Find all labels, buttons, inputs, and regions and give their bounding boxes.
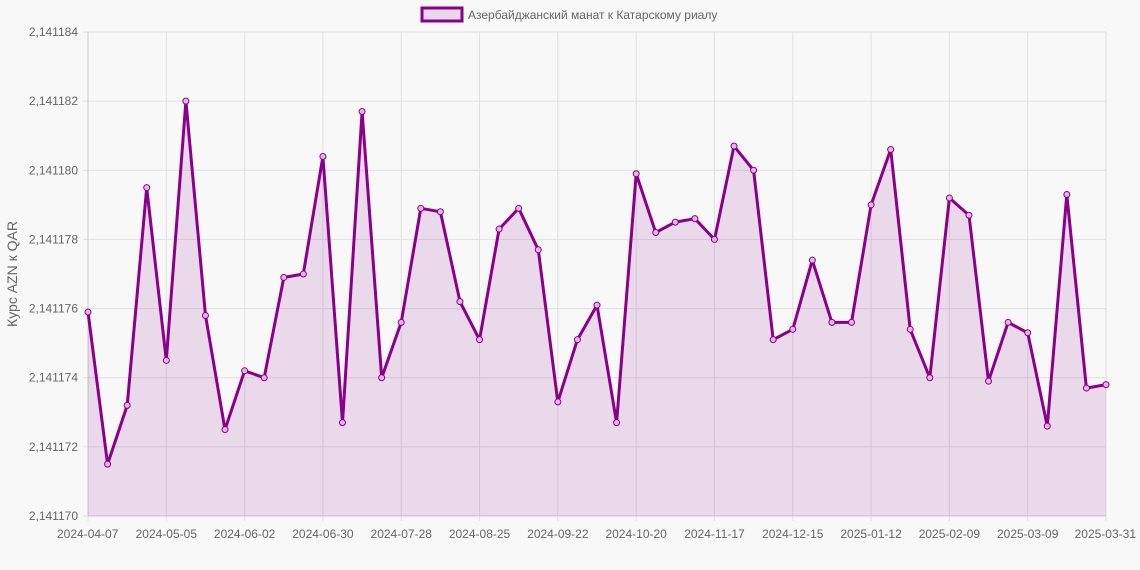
data-point[interactable] [730, 142, 738, 150]
y-tick-label: 2,141178 [29, 232, 78, 246]
x-tick-label: 2024-04-07 [57, 527, 119, 541]
data-point[interactable] [221, 426, 229, 434]
data-point[interactable] [808, 256, 816, 264]
x-tick-label: 2025-01-12 [840, 527, 902, 541]
data-point[interactable] [965, 211, 973, 219]
x-tick-label: 2024-06-02 [214, 527, 276, 541]
data-point[interactable] [476, 336, 484, 344]
data-point[interactable] [632, 170, 640, 178]
data-point[interactable] [828, 318, 836, 326]
data-point[interactable] [613, 419, 621, 427]
legend-swatch[interactable] [420, 6, 464, 23]
y-axis-title: Курс AZN к QAR [4, 221, 20, 327]
data-point[interactable] [593, 301, 601, 309]
x-tick-label: 2025-02-09 [919, 527, 981, 541]
data-point[interactable] [1043, 422, 1051, 430]
data-point[interactable] [319, 152, 327, 160]
data-point[interactable] [691, 215, 699, 223]
x-tick-label: 2024-11-17 [684, 527, 745, 541]
data-point[interactable] [926, 374, 934, 382]
x-tick-label: 2025-03-09 [997, 527, 1059, 541]
data-point[interactable] [867, 201, 875, 209]
data-point[interactable] [789, 325, 797, 333]
data-point[interactable] [906, 325, 914, 333]
data-points-layer [84, 97, 1110, 468]
data-point[interactable] [945, 194, 953, 202]
data-point[interactable] [887, 146, 895, 154]
data-point[interactable] [985, 377, 993, 385]
data-point[interactable] [710, 235, 718, 243]
x-tick-label: 2024-07-28 [371, 527, 433, 541]
data-point[interactable] [201, 311, 209, 319]
data-point[interactable] [1063, 190, 1071, 198]
legend[interactable]: Азербайджанский манат к Катарскому риалу [420, 6, 717, 23]
data-point[interactable] [1082, 384, 1090, 392]
data-point[interactable] [162, 356, 170, 364]
data-point[interactable] [573, 336, 581, 344]
y-tick-label: 2,141182 [29, 94, 78, 108]
y-axis-ticks: 2,141170 2,141172 2,141174 2,141176 2,141178… [29, 25, 78, 523]
x-tick-label: 2025-03-31 [1075, 527, 1137, 541]
x-tick-label: 2024-12-15 [762, 527, 824, 541]
data-point[interactable] [280, 273, 288, 281]
data-point[interactable] [143, 184, 151, 192]
data-point[interactable] [554, 398, 562, 406]
data-point[interactable] [104, 460, 112, 468]
data-point[interactable] [378, 374, 386, 382]
data-point[interactable] [495, 225, 503, 233]
data-point[interactable] [84, 308, 92, 316]
data-point[interactable] [1102, 381, 1110, 389]
data-point[interactable] [436, 208, 444, 216]
data-point[interactable] [456, 298, 464, 306]
y-tick-label: 2,141180 [29, 163, 78, 177]
x-tick-label: 2024-09-22 [527, 527, 589, 541]
data-point[interactable] [339, 419, 346, 427]
data-point[interactable] [417, 204, 425, 212]
x-tick-label: 2024-06-30 [292, 527, 354, 541]
data-point[interactable] [182, 97, 190, 105]
data-point[interactable] [260, 374, 268, 382]
data-point[interactable] [241, 367, 249, 375]
data-point[interactable] [1024, 329, 1032, 337]
data-point[interactable] [515, 204, 523, 212]
data-point[interactable] [769, 336, 777, 344]
y-tick-label: 2,141170 [29, 509, 78, 523]
y-tick-label: 2,141176 [29, 302, 78, 316]
y-tick-label: 2,141172 [29, 440, 78, 454]
x-axis-ticks: 2024-04-07 2024-05-05 2024-06-02 2024-06-30… [57, 527, 1136, 541]
x-tick-label: 2024-08-25 [449, 527, 511, 541]
data-point[interactable] [534, 246, 542, 254]
data-point[interactable] [1004, 318, 1012, 326]
data-point[interactable] [299, 270, 307, 278]
legend-label[interactable]: Азербайджанский манат к Катарскому риалу [468, 8, 717, 22]
data-point[interactable] [123, 401, 131, 409]
x-tick-label: 2024-10-20 [605, 527, 667, 541]
grid [83, 31, 1107, 521]
data-point[interactable] [397, 318, 405, 326]
data-point[interactable] [750, 166, 758, 174]
x-tick-label: 2024-05-05 [136, 527, 198, 541]
y-tick-label: 2,141184 [29, 25, 78, 39]
data-point[interactable] [671, 218, 679, 226]
data-point[interactable] [652, 229, 660, 237]
y-tick-label: 2,141174 [29, 371, 78, 385]
data-point[interactable] [848, 318, 855, 326]
data-point[interactable] [358, 108, 366, 116]
